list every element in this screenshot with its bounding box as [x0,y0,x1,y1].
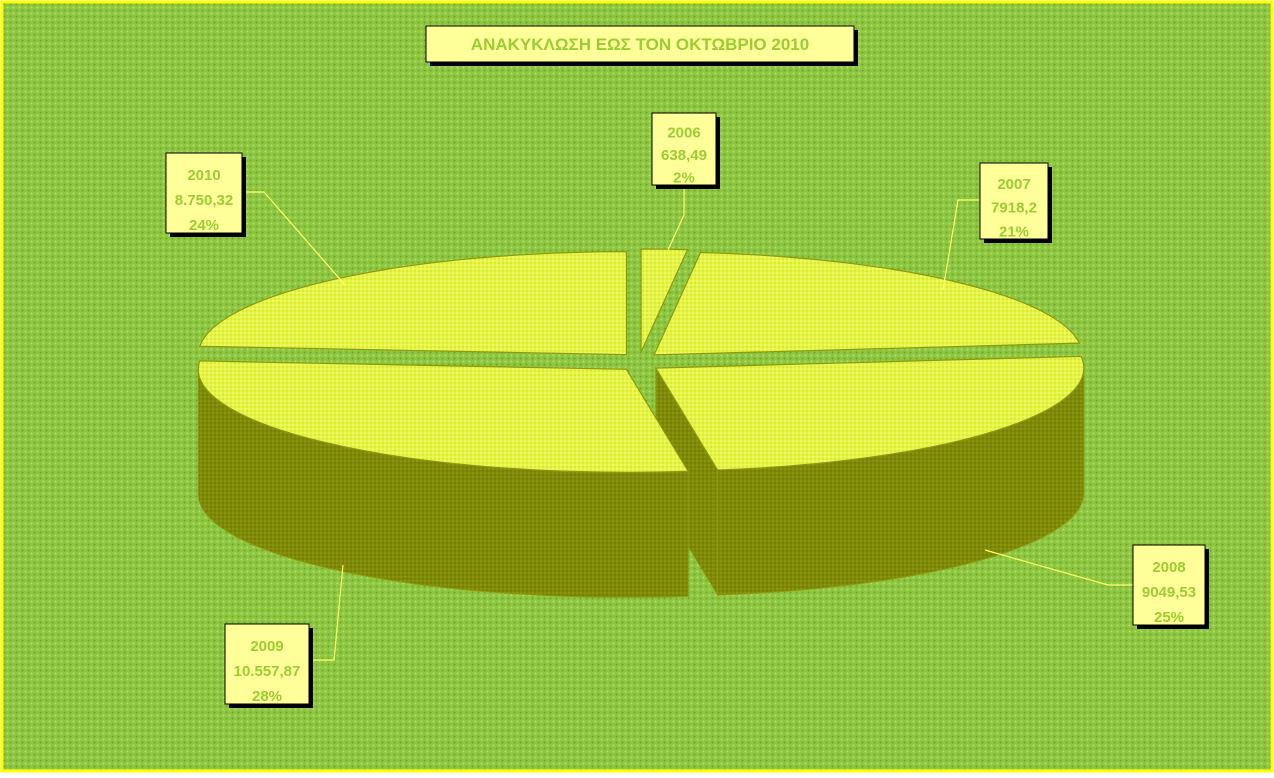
data-label-value: 7918,2 [991,200,1037,217]
slice-2009 [197,360,690,473]
data-label-category: 2006 [667,125,700,142]
leader-line-2010 [242,191,346,286]
slice-2006 [640,248,689,353]
chart-title: ΑΝΑΚΥΚΛΩΣΗ ΕΩΣ ΤΟΝ ΟΚΤΩΒΡΙΟ 2010 [471,35,809,54]
data-label-box [651,112,717,186]
pie-slices [197,248,1085,599]
data-label-value: 638,49 [661,147,707,164]
data-label-box [979,162,1049,240]
data-label-value: 9049,53 [1142,584,1196,601]
data-label-box [224,623,310,705]
leader-line-2008 [984,549,1133,586]
leader-line-2006 [667,185,685,251]
data-label-value: 8.750,32 [175,192,233,209]
data-label-box [165,152,243,234]
data-label-category: 2008 [1152,559,1185,576]
data-label-category: 2010 [187,167,220,184]
slice-2010 [199,251,628,356]
title-box [425,25,855,63]
data-label-2006: 2006 638,49 2% [651,112,720,189]
data-label-value: 10.557,87 [234,663,301,680]
slice-2007 [653,251,1081,356]
data-label-percent: 25% [1154,609,1184,626]
data-label-box [1132,544,1206,626]
data-label-2007: 2007 7918,2 21% [979,162,1052,243]
data-label-percent: 2% [673,170,695,187]
leader-line-2009 [309,564,344,661]
leader-line-2007 [942,199,980,291]
data-label-2010: 2010 8.750,32 24% [165,152,246,237]
slice-2008 [654,355,1085,471]
data-label-category: 2007 [997,176,1030,193]
chart-title-box: ΑΝΑΚΥΚΛΩΣΗ ΕΩΣ ΤΟΝ ΟΚΤΩΒΡΙΟ 2010 [425,25,858,66]
data-label-2009: 2009 10.557,87 28% [224,623,313,708]
data-label-2008: 2008 9049,53 25% [1132,544,1209,629]
data-label-percent: 28% [252,688,282,705]
data-label-percent: 21% [999,223,1029,240]
data-label-category: 2009 [250,638,283,655]
data-label-percent: 24% [189,217,219,234]
